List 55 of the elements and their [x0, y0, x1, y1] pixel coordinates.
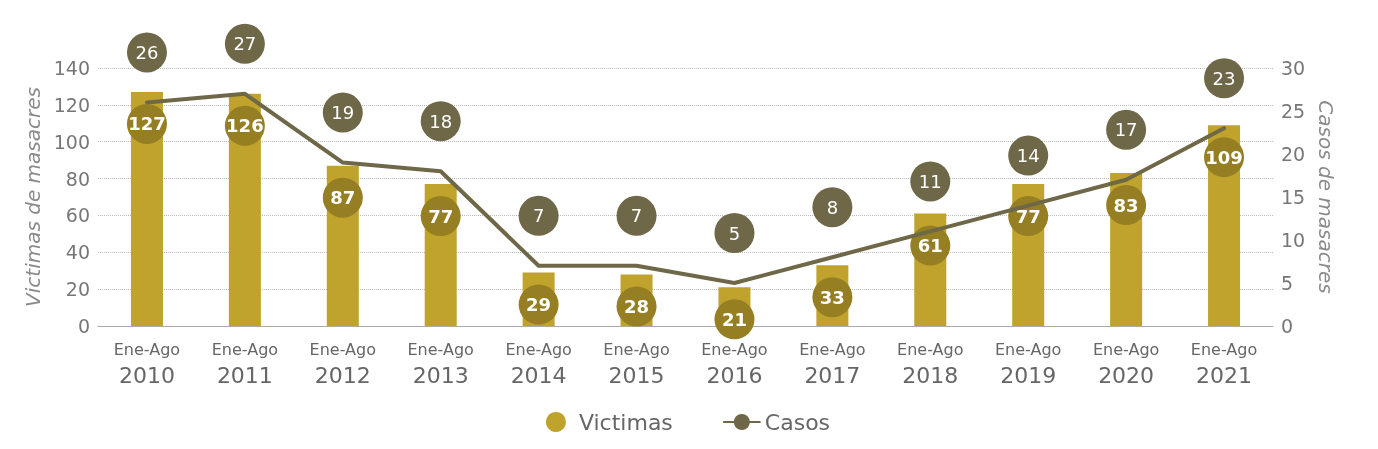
- data-label: 21: [721, 308, 747, 330]
- data-label: 83: [1113, 194, 1139, 216]
- data-label: 17: [1114, 119, 1138, 141]
- x-tick-label: Ene-Ago 2014: [505, 339, 572, 388]
- y2-tick-label: 15: [1281, 186, 1306, 208]
- x-tick-label: Ene-Ago 2015: [603, 339, 670, 388]
- y-tick-label: 20: [65, 278, 90, 301]
- data-label: 23: [1212, 67, 1236, 89]
- data-label: 127: [128, 113, 166, 135]
- y-tick-label: 120: [53, 93, 90, 116]
- y2-tick-label: 20: [1281, 143, 1306, 165]
- data-label: 18: [429, 110, 453, 132]
- y2-axis-title: Casos de masacres: [1314, 100, 1339, 294]
- data-label: 27: [233, 33, 257, 55]
- x-tick-label: Ene-Ago 2021: [1190, 339, 1258, 388]
- y2-tick-label: 30: [1281, 57, 1306, 79]
- x-tick-label: Ene-Ago 2018: [897, 339, 964, 388]
- x-tick-label: Ene-Ago 2019: [995, 339, 1062, 388]
- x-tick-label: Ene-Ago 2020: [1092, 339, 1160, 388]
- x-tick-label: Ene-Ago 2010: [113, 339, 181, 388]
- data-label: 5: [728, 222, 741, 244]
- x-tick-label: Ene-Ago 2017: [799, 339, 866, 388]
- y-tick-label: 140: [53, 57, 90, 79]
- y2-tick-label: 5: [1281, 272, 1294, 294]
- y-tick-label: 60: [65, 204, 90, 227]
- data-label: 126: [226, 115, 264, 137]
- x-tick-label: Ene-Ago 2012: [309, 339, 376, 388]
- data-label: 7: [532, 205, 545, 227]
- y2-tick-label: 10: [1281, 229, 1306, 251]
- y-tick-label: 0: [77, 315, 90, 337]
- data-label: 29: [526, 294, 552, 316]
- data-label: 11: [918, 170, 942, 192]
- data-label: 109: [1205, 146, 1243, 168]
- data-label: 19: [331, 102, 355, 124]
- data-label: 77: [1015, 205, 1041, 227]
- y-axis-title: Victimas de masacres: [20, 87, 45, 307]
- data-label: 61: [917, 235, 943, 257]
- y2-tick-label: 25: [1281, 100, 1306, 122]
- y2-tick-label: 0: [1281, 315, 1294, 337]
- x-tick-label: Ene-Ago 2016: [701, 339, 768, 388]
- legend-label: Victimas: [578, 409, 673, 435]
- x-tick-label: Ene-Ago 2011: [211, 339, 279, 388]
- data-label: 14: [1016, 145, 1040, 167]
- data-label: 28: [624, 295, 650, 317]
- data-label: 33: [819, 286, 845, 308]
- data-label: 87: [330, 187, 356, 209]
- data-label: 8: [826, 196, 839, 218]
- data-label: 26: [135, 41, 159, 63]
- data-label: 77: [428, 205, 454, 227]
- x-tick-label: Ene-Ago 2013: [407, 339, 474, 388]
- y-tick-label: 40: [65, 241, 90, 264]
- y-tick-label: 80: [65, 167, 90, 190]
- data-label: 7: [630, 205, 643, 227]
- legend-label: Casos: [764, 409, 831, 435]
- y-tick-label: 100: [53, 130, 90, 153]
